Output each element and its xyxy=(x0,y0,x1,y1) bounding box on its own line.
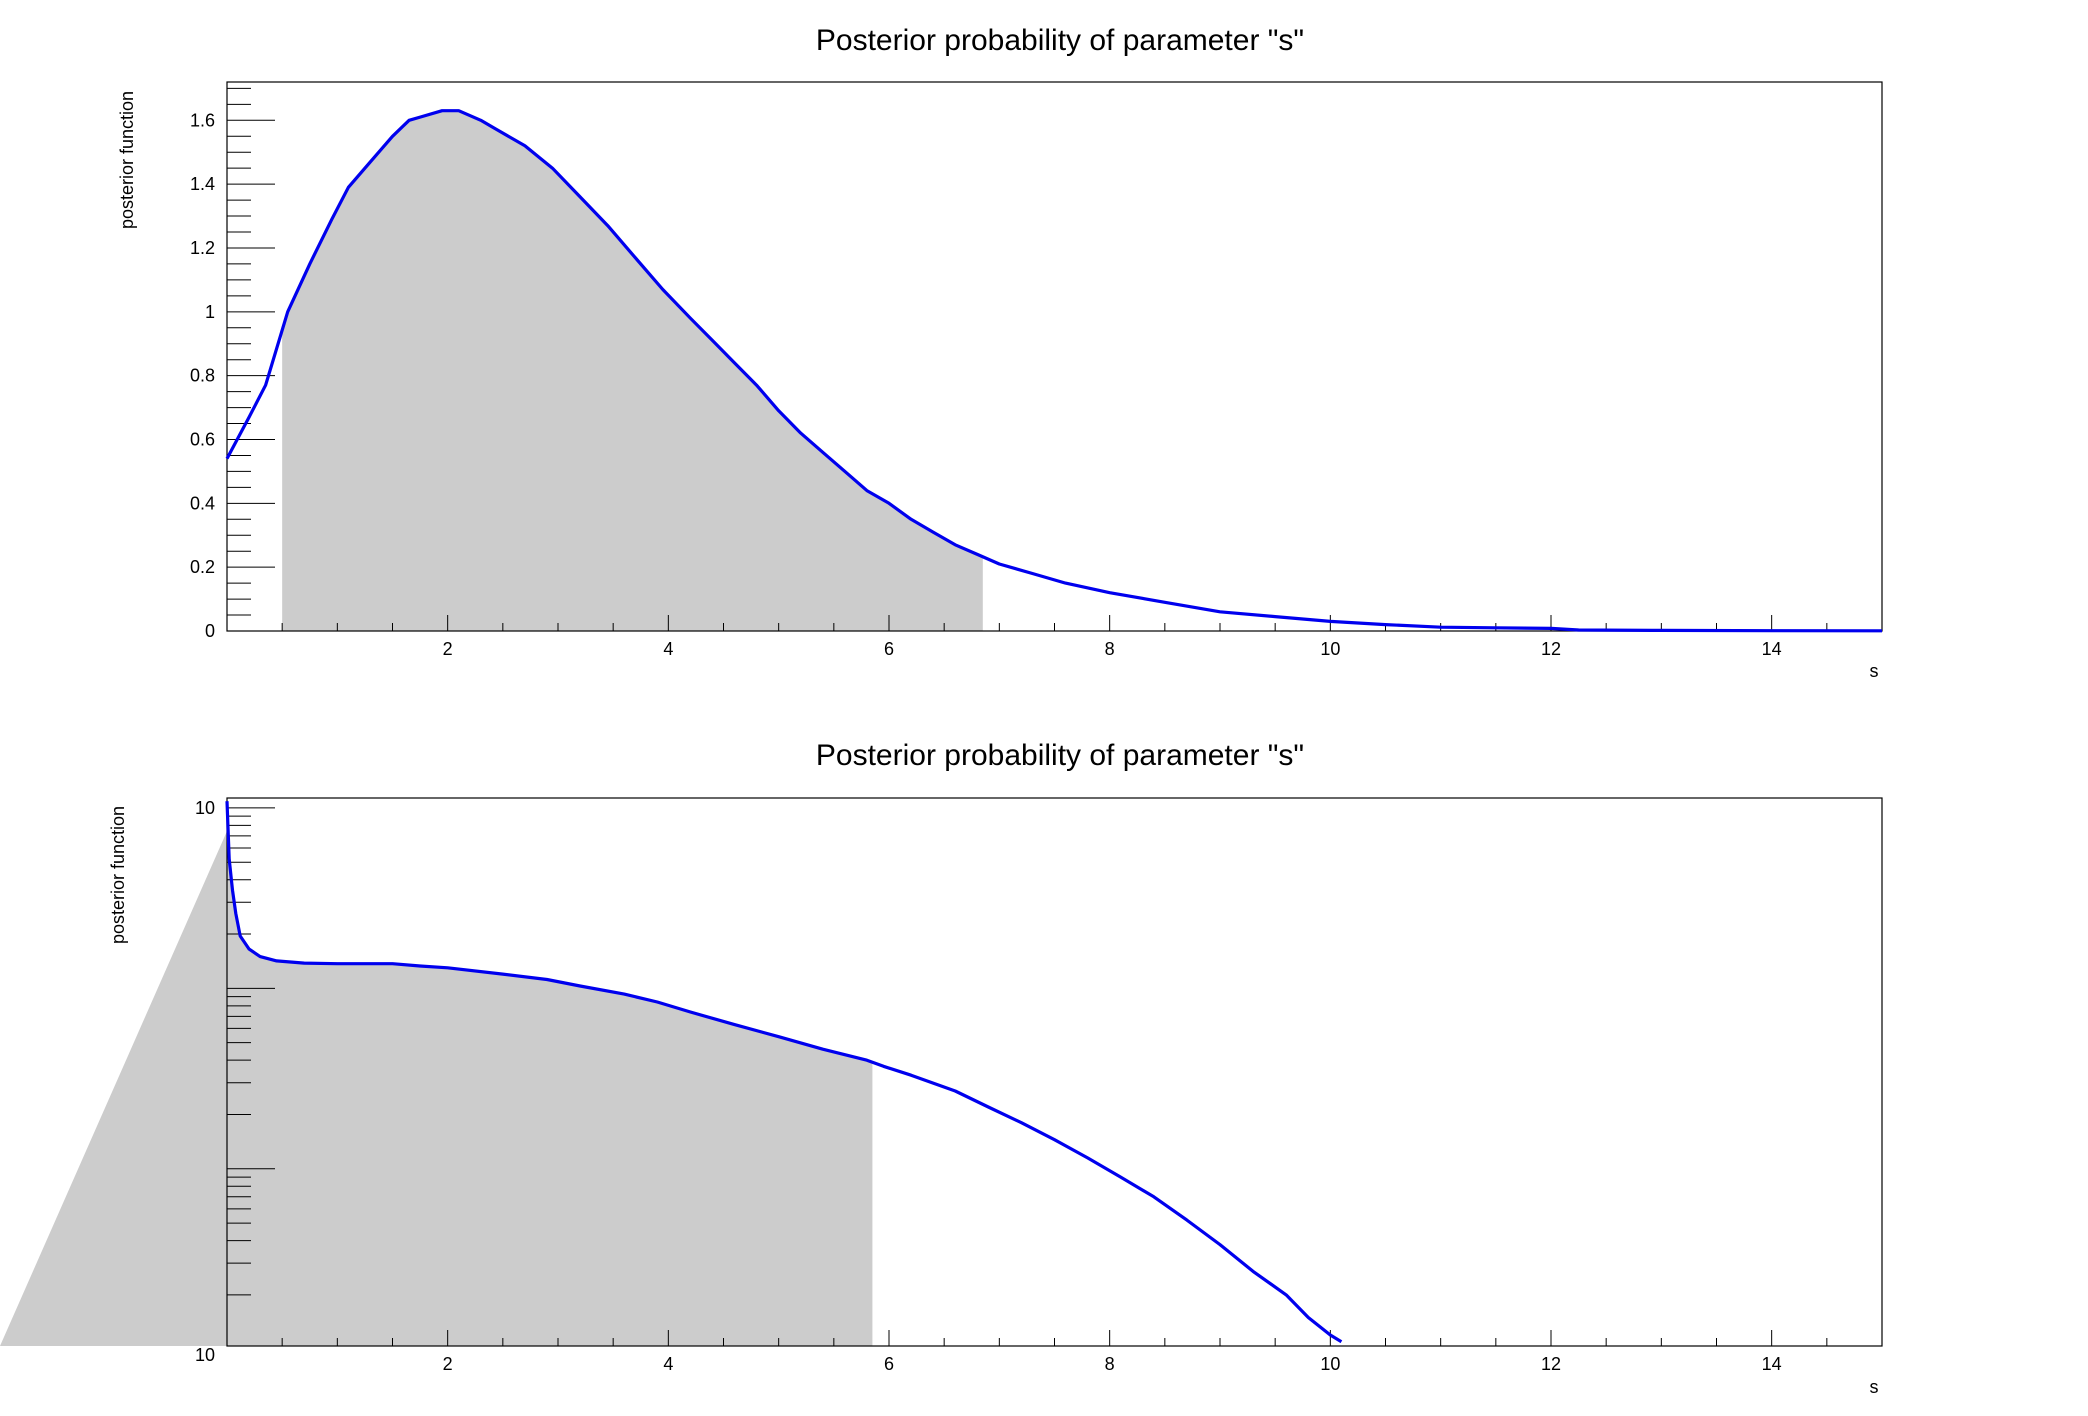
top-posterior-curve xyxy=(225,109,1883,633)
x-tick-label: 6 xyxy=(884,639,894,659)
bottom-posterior-curve xyxy=(225,801,1343,1344)
x-tick-label: 2 xyxy=(443,639,453,659)
x-tick-label: 14 xyxy=(1762,1354,1782,1374)
x-tick-label: 12 xyxy=(1541,639,1561,659)
bottom-x-axis-label: s xyxy=(1870,1377,1879,1397)
posterior-line xyxy=(225,801,1343,1344)
posterior-line xyxy=(225,109,1883,633)
y-tick-label: 1.6 xyxy=(190,110,215,130)
credible-interval-area xyxy=(0,801,873,1346)
bottom-y-axis-label: posterior function xyxy=(108,806,128,944)
x-tick-label: 2 xyxy=(443,1354,453,1374)
bottom-y-axis-ticks: 10 10 xyxy=(195,798,275,1365)
y-tick-label: 0.6 xyxy=(190,429,215,449)
x-tick-label: 14 xyxy=(1762,639,1782,659)
y-tick-label: 0.4 xyxy=(190,493,215,513)
y-tick-label: 10 xyxy=(195,798,215,818)
x-tick-label: 10 xyxy=(1320,1354,1340,1374)
y-tick-label: 0 xyxy=(205,621,215,641)
x-tick-label: 8 xyxy=(1105,639,1115,659)
credible-interval-area xyxy=(282,110,983,631)
bottom-x-axis-ticks: 2 4 6 8 10 12 14 xyxy=(281,1330,1828,1374)
top-y-axis-label: posterior function xyxy=(117,91,137,229)
top-chart-panel: Posterior probability of parameter "s" p… xyxy=(117,24,1883,681)
bottom-chart-title: Posterior probability of parameter "s" xyxy=(816,739,1304,772)
x-tick-label: 4 xyxy=(663,639,673,659)
y-tick-label: 1.2 xyxy=(190,238,215,258)
y-tick-label: 0.2 xyxy=(190,557,215,577)
x-tick-label: 4 xyxy=(663,1354,673,1374)
top-chart-title: Posterior probability of parameter "s" xyxy=(816,24,1304,57)
y-tick-label: 1 xyxy=(205,302,215,322)
x-tick-label: 12 xyxy=(1541,1354,1561,1374)
bottom-chart-panel: Posterior probability of parameter "s" p… xyxy=(0,739,1883,1397)
x-tick-label: 10 xyxy=(1320,639,1340,659)
x-tick-label: 8 xyxy=(1105,1354,1115,1374)
top-credible-interval-shading xyxy=(282,110,983,631)
x-tick-label: 6 xyxy=(884,1354,894,1374)
y-tick-label: 1.4 xyxy=(190,174,215,194)
y-tick-label: 0.8 xyxy=(190,366,215,386)
bottom-credible-interval-shading xyxy=(0,801,873,1346)
top-x-axis-label: s xyxy=(1870,661,1879,681)
y-tick-label: 10 xyxy=(195,1345,215,1365)
top-y-axis-ticks: 0 0.2 0.4 0.6 0.8 1 1.2 1.4 1.6 xyxy=(190,87,275,641)
